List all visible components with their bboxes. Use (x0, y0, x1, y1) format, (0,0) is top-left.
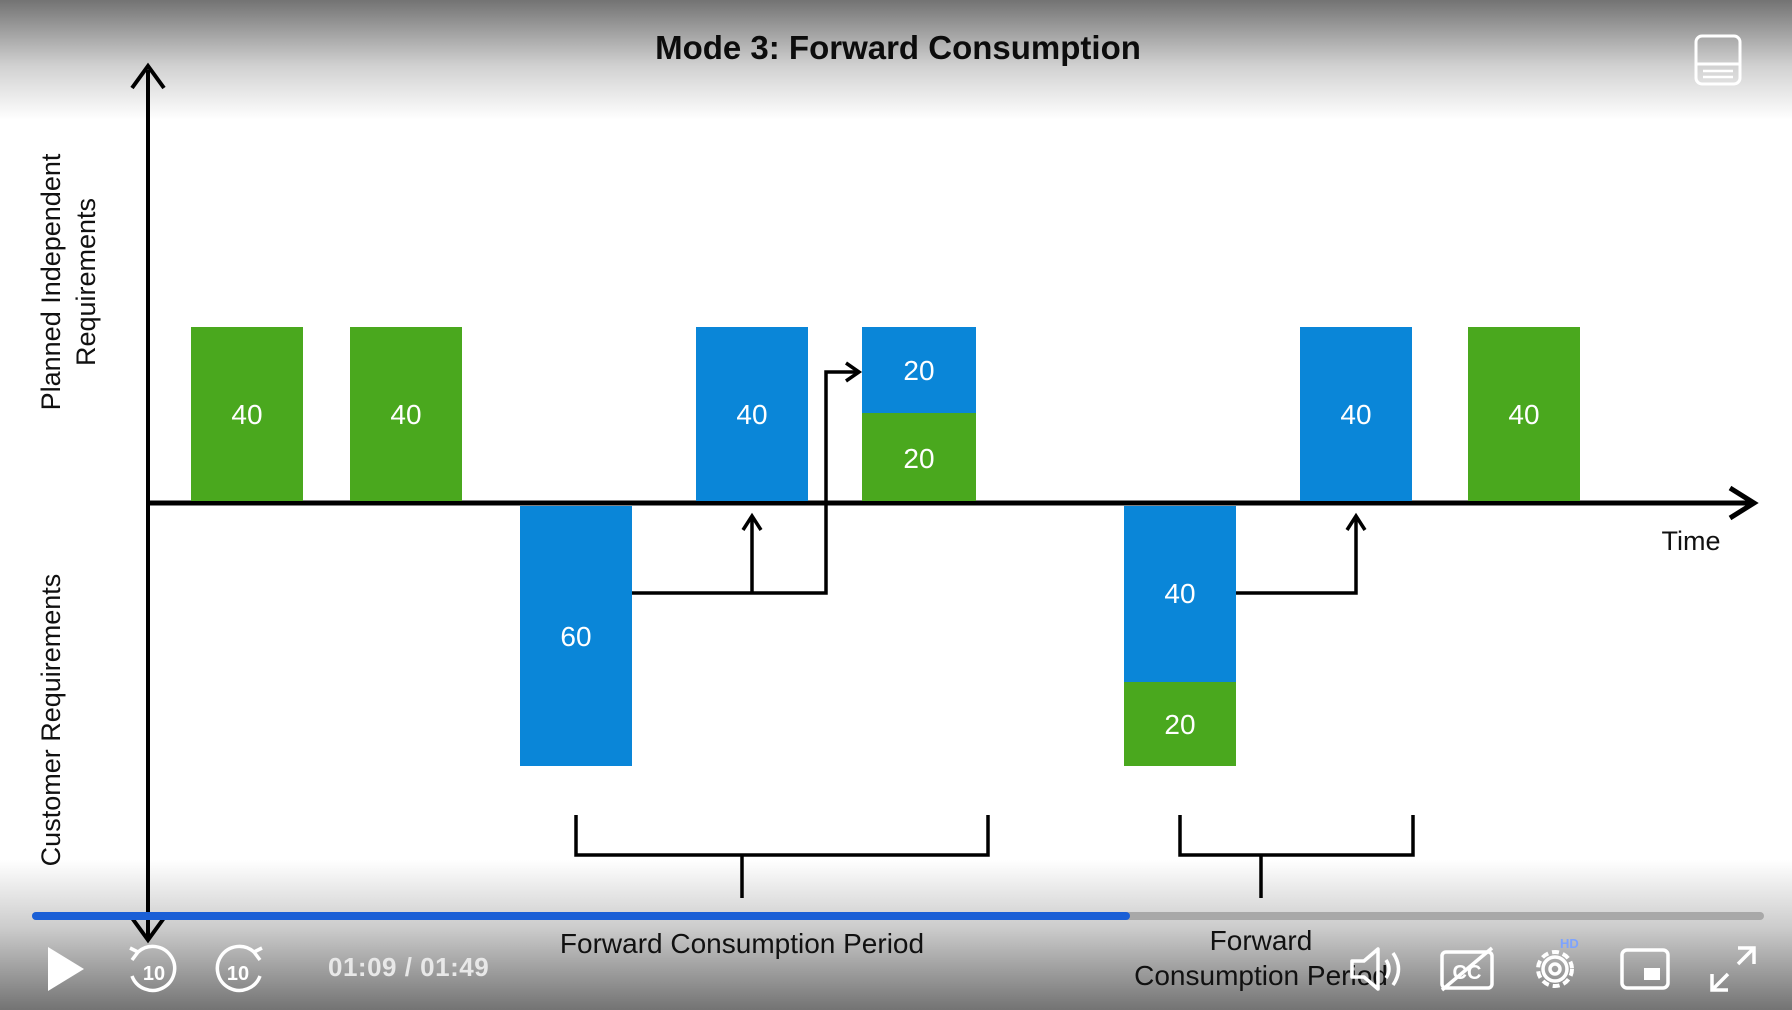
picture-in-picture-icon (1620, 948, 1670, 990)
rewind-10-icon: 10 (129, 944, 177, 993)
play-icon (48, 947, 84, 991)
pir-bar-7 (1468, 327, 1580, 501)
transcript-button[interactable] (1694, 34, 1742, 86)
consumption-arrow-3 (1236, 518, 1358, 595)
customer-req-bar-2-top-value: 40 (1164, 578, 1195, 609)
y-axis-upper-label-line1: Planned Independent (36, 153, 66, 410)
forward-10-icon: 10 (215, 944, 263, 993)
pir-bar-2-value: 40 (390, 399, 421, 430)
settings-button[interactable]: HD (1530, 936, 1584, 999)
customer-req-bar-1 (520, 506, 632, 766)
consumed-bar-6 (1300, 327, 1412, 501)
pir-bar-7-value: 40 (1508, 399, 1539, 430)
bracket-label-2-line1: Forward (1210, 925, 1313, 956)
x-axis-arrowhead (1728, 485, 1759, 521)
svg-text:CC: CC (1453, 962, 1482, 984)
hd-badge: HD (1560, 936, 1579, 951)
play-button[interactable] (44, 944, 88, 999)
bracket-label-1: Forward Consumption Period (560, 928, 924, 959)
consumption-arrow-2-head (741, 512, 763, 531)
volume-icon (1350, 947, 1401, 991)
rewind-10-label: 10 (143, 963, 165, 985)
time-display: 01:09 / 01:49 (328, 952, 490, 982)
rewind-10-button[interactable]: 10 (124, 942, 180, 1003)
fullscreen-button[interactable] (1708, 944, 1758, 999)
x-axis-label: Time (1662, 526, 1721, 556)
forward-10-button[interactable]: 10 (212, 942, 268, 1003)
pir-bar-1 (191, 327, 303, 501)
y-axis-upper-label-line2: Requirements (71, 198, 101, 366)
transcript-icon (1694, 34, 1742, 86)
fullscreen-icon (1710, 946, 1756, 992)
consumed-bar-6-value: 40 (1340, 399, 1371, 430)
progress-bar[interactable] (32, 912, 1764, 920)
pir-bar-4-bottom-value: 20 (903, 443, 934, 474)
consumption-arrow-1-head (845, 361, 863, 383)
customer-req-bar-1-value: 60 (560, 621, 591, 652)
pir-bar-1-value: 40 (231, 399, 262, 430)
consumed-bar-4-top-value: 20 (903, 355, 934, 386)
settings-icon (1536, 950, 1574, 988)
captions-button[interactable]: CC (1438, 944, 1496, 999)
captions-off-icon: CC (1440, 946, 1494, 992)
volume-button[interactable] (1348, 944, 1408, 999)
picture-in-picture-button[interactable] (1620, 948, 1670, 995)
pir-bar-2 (350, 327, 462, 501)
bracket-label-2-line2: Consumption Period (1134, 960, 1388, 991)
customer-req-bar-2-top (1124, 506, 1236, 682)
consumption-arrow-3-head (1345, 512, 1367, 531)
consumed-bar-4-top (862, 327, 976, 413)
consumption-arrow-1 (632, 370, 857, 595)
consumed-bar-3-value: 40 (736, 399, 767, 430)
customer-req-bar-2-bottom-value: 20 (1164, 709, 1195, 740)
progress-bar-fill (32, 912, 1131, 920)
consumed-bar-3 (696, 327, 808, 501)
forward-10-label: 10 (227, 963, 249, 985)
pir-bar-4-bottom (862, 413, 976, 501)
y-axis-lower-label: Customer Requirements (36, 574, 66, 867)
customer-req-bar-2-bottom (1124, 682, 1236, 766)
